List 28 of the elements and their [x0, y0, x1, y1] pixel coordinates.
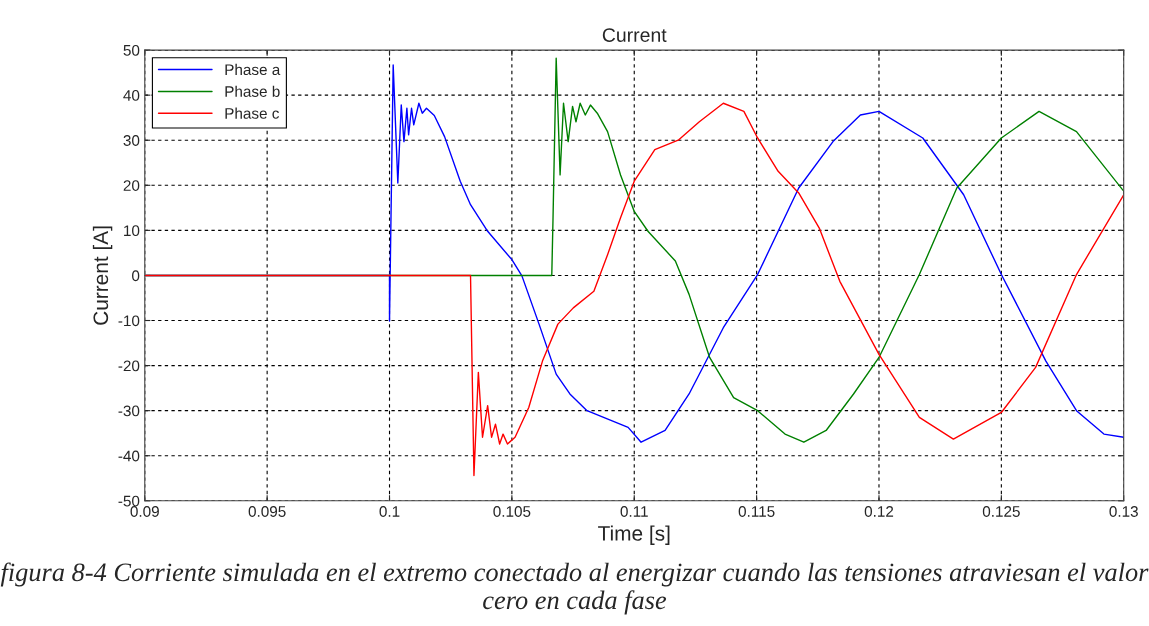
- legend-label: Phase b: [225, 85, 280, 97]
- x-tick-label: 0.13: [1109, 506, 1138, 517]
- y-tick-label: -20: [118, 360, 140, 372]
- x-tick-label: 0.125: [982, 506, 1020, 517]
- x-tick-label: 0.11: [620, 506, 648, 517]
- y-axis-title: Current [A]: [92, 226, 113, 325]
- chart-title: Current: [602, 28, 667, 42]
- legend-label: Phase c: [225, 107, 280, 119]
- y-tick-label: 10: [124, 225, 140, 237]
- x-tick-label: 0.1: [379, 506, 400, 517]
- x-tick-label: 0.095: [248, 506, 286, 517]
- line-series: [144, 102, 1124, 477]
- y-tick-label: 20: [123, 180, 140, 191]
- y-tick-label: 50: [123, 44, 140, 56]
- x-tick-label: 0.105: [493, 506, 531, 517]
- y-tick-label: -10: [118, 315, 140, 327]
- x-tick-label: 0.09: [130, 506, 159, 517]
- y-tick-label: 30: [123, 135, 140, 146]
- x-tick-label: 0.12: [864, 506, 894, 517]
- legend-label: Phase a: [225, 63, 281, 76]
- text: figura 8-4 Corriente simulada en el extremo conectado al energizar cuando las tensiones atraviesan el valor cero en cada fase: [0, 562, 1149, 615]
- x-tick-label: 0.115: [738, 506, 775, 517]
- y-tick-label: -30: [118, 405, 140, 417]
- y-tick-label: 40: [123, 90, 140, 101]
- y-tick-label: 0: [132, 270, 140, 282]
- y-tick-label: -40: [118, 450, 140, 462]
- y-tick-label: -50: [118, 495, 140, 507]
- x-axis-title: Time [s]: [598, 525, 670, 545]
